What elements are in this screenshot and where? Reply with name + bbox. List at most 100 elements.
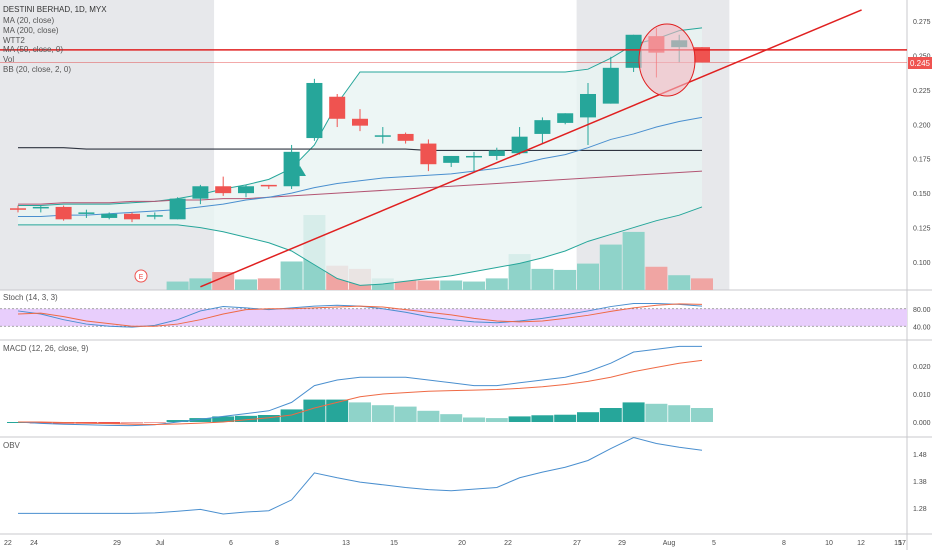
earnings-marker-label: E [139,274,144,281]
macd-hist-bar-12 [280,409,303,422]
price-axis: 0.275 0.250 0.225 0.200 0.175 0.150 0.125 0.100 [913,19,931,267]
macd-hist-bar-5 [121,422,143,424]
volume-bar-29 [668,275,691,290]
macd-hist-bar-18 [417,410,440,422]
candles [10,27,710,223]
candle-body-23 [534,120,551,134]
x-tick-10: 27 [573,540,581,547]
price-tick-6: 0.125 [913,226,931,233]
candle-body-18 [420,143,437,165]
x-tick-17: 15 [894,540,902,547]
macd-hist-bar-24 [554,414,577,422]
stochastic-pane [0,303,907,328]
macd-hist-bar-29 [668,405,691,422]
macd-hist-bar-10 [235,415,257,422]
ma50-line [18,170,703,205]
bb-fill [18,27,702,286]
candle-body-5 [124,213,140,220]
price-tick-5: 0.150 [913,191,931,198]
shaded-range-0 [0,0,215,290]
volume-bar-9 [212,272,235,290]
candle-body-16 [374,135,391,137]
obv-tick-2: 1.28 [913,506,927,513]
macd-hist-bar-16 [371,405,394,422]
price-tick-3: 0.200 [913,122,931,129]
x-tick-2: 29 [113,540,121,547]
volume-bar-26 [599,244,622,290]
candle-body-10 [238,186,254,194]
candle-body-27 [625,34,642,68]
volume-bar-20 [463,281,485,290]
macd-hist-bar-13 [303,399,326,422]
annotations [0,9,907,288]
candle-body-21 [488,150,505,156]
macd-pane [7,345,713,427]
price-tick-2: 0.225 [913,88,931,95]
macd-hist-bar-20 [463,417,485,422]
candle-body-13 [306,82,323,139]
macd-tick-0: 0.020 [913,364,931,371]
x-tick-16: 12 [857,540,865,547]
candle-body-22 [511,136,528,154]
macd-hist-bar-8 [189,418,212,422]
macd-hist-bar-15 [349,402,371,422]
candle-body-7 [169,198,186,220]
indicator-label-ma50: MA (50, close, 0) [3,45,63,54]
candle-body-2 [55,206,72,220]
volume-bar-17 [394,280,417,290]
candle-body-14 [329,96,346,119]
x-tick-0: 22 [4,540,12,547]
bb-lower-line [18,206,703,286]
last-price-label: 0.245 [910,59,931,68]
volume-bar-8 [189,278,212,290]
volume-bar-25 [577,263,599,290]
indicator-label-bb: BB (20, close, 2, 0) [3,65,71,74]
macd-line [17,345,702,427]
macd-signal-line [18,359,703,426]
earnings-marker[interactable]: E [134,269,148,283]
candle-body-11 [260,184,277,187]
price-tick-0: 0.275 [913,19,931,26]
price-tick-7: 0.100 [913,260,931,267]
macd-hist-bar-4 [98,422,121,424]
candle-body-19 [443,155,460,163]
candle-body-9 [215,186,232,194]
indicator-label-wtt2: WTT2 [3,36,25,45]
x-tick-6: 13 [342,540,350,547]
candle-body-30 [694,47,710,63]
macd-label: MACD (12, 26, close, 9) [3,344,89,353]
candle-body-0 [10,208,26,210]
x-tick-13: 5 [712,540,716,547]
x-tick-1: 24 [30,540,38,547]
macd-hist-bar-30 [691,408,713,422]
x-tick-3: Jul [156,540,165,547]
volume-bar-19 [440,280,463,290]
candle-body-26 [602,67,619,104]
volume-bar-30 [691,278,713,290]
x-tick-14: 8 [782,540,786,547]
volume-bar-7 [166,281,189,290]
candle-body-20 [466,155,482,158]
candle-body-8 [192,186,209,199]
macd-hist-bar-26 [599,408,622,422]
highlight-circle [638,23,696,97]
macd-hist-bar-28 [645,403,668,422]
volume-bar-23 [531,268,554,290]
candle-body-12 [283,151,300,187]
x-tick-4: 6 [229,540,233,547]
macd-hist-bar-7 [166,420,189,422]
stoch-d-line [17,303,703,327]
stoch-tick-1: 40.00 [913,324,931,331]
obv-line [18,436,703,515]
pane-axes: 80.00 40.00 0.020 0.010 0.000 1.48 1.38 1.28 [913,307,931,513]
x-tick-18: 17 [898,540,906,547]
macd-hist-bar-21 [485,418,508,422]
x-tick-9: 22 [504,540,512,547]
macd-tick-1: 0.010 [913,392,931,399]
volume-bar-21 [485,278,508,290]
candle-body-4 [101,213,118,218]
macd-hist-bar-19 [440,414,463,422]
macd-hist-bar-17 [394,406,417,422]
bb-upper-line [18,27,703,207]
stoch-band [0,308,907,327]
